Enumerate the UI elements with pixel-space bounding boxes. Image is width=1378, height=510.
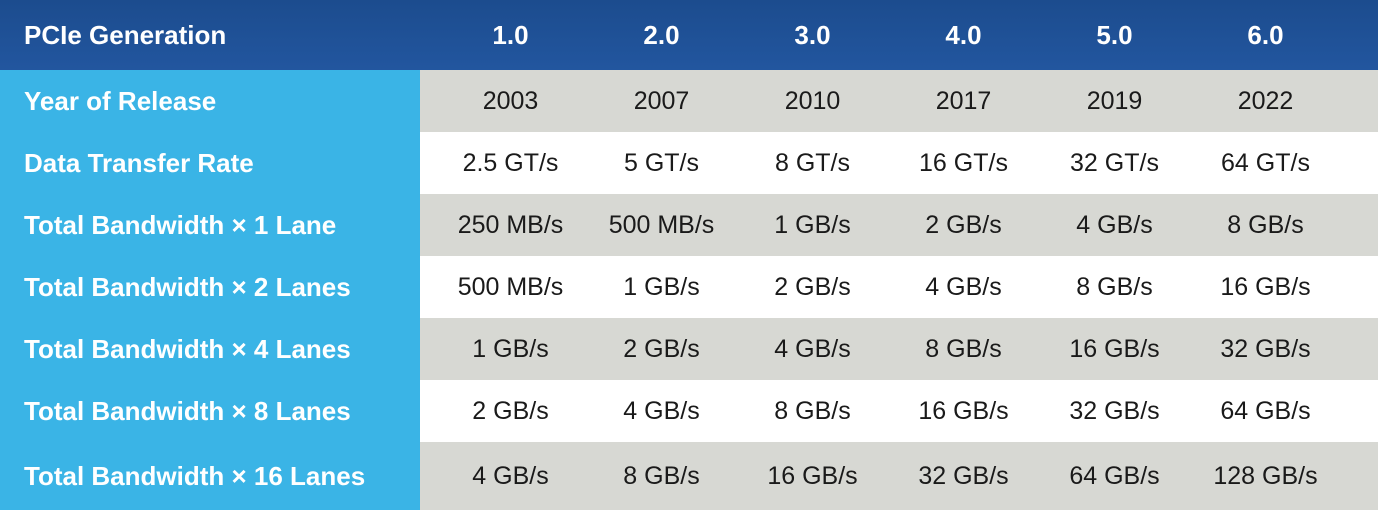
table-cell: 4 GB/s (774, 334, 851, 363)
table-row: Total Bandwidth × 16 Lanes 4 GB/s 8 GB/s 16… (0, 442, 1378, 510)
table-cell: 32 GB/s (1220, 334, 1311, 363)
table-cell: 2017 (935, 86, 992, 115)
table-cell: 2.5 GT/s (462, 148, 559, 177)
table-cell: 2 GB/s (925, 210, 1002, 239)
header-row: PCIe Generation 1.0 2.0 3.0 4.0 5.0 6.0 (0, 0, 1378, 70)
table-row: Year of Release 2003 2007 2010 2017 2019 2022 (0, 70, 1378, 132)
table-cell: 32 GT/s (1070, 148, 1159, 177)
table-cell: 5 GT/s (623, 148, 699, 177)
header-cell: 1.0 (492, 19, 529, 50)
table-cell: 2022 (1237, 86, 1294, 115)
table-cell: 64 GB/s (1220, 396, 1311, 425)
table-cell: 4 GB/s (472, 461, 549, 490)
table-cell: 64 GB/s (1069, 461, 1160, 490)
table-cell: 1 GB/s (472, 334, 549, 363)
table-cell: 2007 (633, 86, 690, 115)
table-cell: 64 GT/s (1221, 148, 1310, 177)
header-cell: 4.0 (945, 19, 982, 50)
header-cell: 3.0 (794, 19, 831, 50)
table-cell: 2019 (1086, 86, 1143, 115)
header-cell: 2.0 (643, 19, 680, 50)
table-cell: 2010 (784, 86, 841, 115)
table-cell: 8 GB/s (623, 461, 700, 490)
table-cell: 2 GB/s (774, 272, 851, 301)
table-cell: 1 GB/s (774, 210, 851, 239)
table-cell: 8 GB/s (1227, 210, 1304, 239)
table-row: Total Bandwidth × 8 Lanes 2 GB/s 4 GB/s 8 G… (0, 380, 1378, 442)
table-cell: 32 GB/s (1069, 396, 1160, 425)
table-row: Total Bandwidth × 4 Lanes 1 GB/s 2 GB/s 4 G… (0, 318, 1378, 380)
table-cell: 250 MB/s (457, 210, 564, 239)
row-label: Total Bandwidth × 8 Lanes (0, 380, 420, 442)
table-cell: 2 GB/s (623, 334, 700, 363)
table-cell: 16 GB/s (1220, 272, 1311, 301)
table-cell: 4 GB/s (623, 396, 700, 425)
table-row: Total Bandwidth × 1 Lane 250 MB/s 500 MB/s… (0, 194, 1378, 256)
table-cell: 4 GB/s (1076, 210, 1153, 239)
row-label: Total Bandwidth × 1 Lane (0, 194, 420, 256)
row-label: Data Transfer Rate (0, 132, 420, 194)
header-label: PCIe Generation (24, 19, 227, 50)
table-cell: 16 GB/s (1069, 334, 1160, 363)
table-row: Data Transfer Rate 2.5 GT/s 5 GT/s 8 GT/s 16… (0, 132, 1378, 194)
table-cell: 500 MB/s (457, 272, 564, 301)
row-label: Total Bandwidth × 4 Lanes (0, 318, 420, 380)
table-cell: 32 GB/s (918, 461, 1009, 490)
table-cell: 1 GB/s (623, 272, 700, 301)
table-cell: 8 GB/s (1076, 272, 1153, 301)
row-label: Year of Release (0, 70, 420, 132)
table-cell: 4 GB/s (925, 272, 1002, 301)
table-row: Total Bandwidth × 2 Lanes 500 MB/s 1 GB/s 2… (0, 256, 1378, 318)
row-label: Total Bandwidth × 16 Lanes (0, 442, 420, 510)
table-cell: 16 GB/s (767, 461, 858, 490)
table-cell: 8 GT/s (774, 148, 850, 177)
table-cell: 2 GB/s (472, 396, 549, 425)
table-cell: 8 GB/s (925, 334, 1002, 363)
table-cell: 16 GB/s (918, 396, 1009, 425)
row-label: Total Bandwidth × 2 Lanes (0, 256, 420, 318)
table-cell: 8 GB/s (774, 396, 851, 425)
table-cell: 128 GB/s (1213, 461, 1318, 490)
table-cell: 16 GT/s (919, 148, 1008, 177)
table-cell: 2003 (482, 86, 539, 115)
table-cell: 500 MB/s (608, 210, 715, 239)
header-cell: 5.0 (1096, 19, 1133, 50)
header-cell: 6.0 (1247, 19, 1284, 50)
